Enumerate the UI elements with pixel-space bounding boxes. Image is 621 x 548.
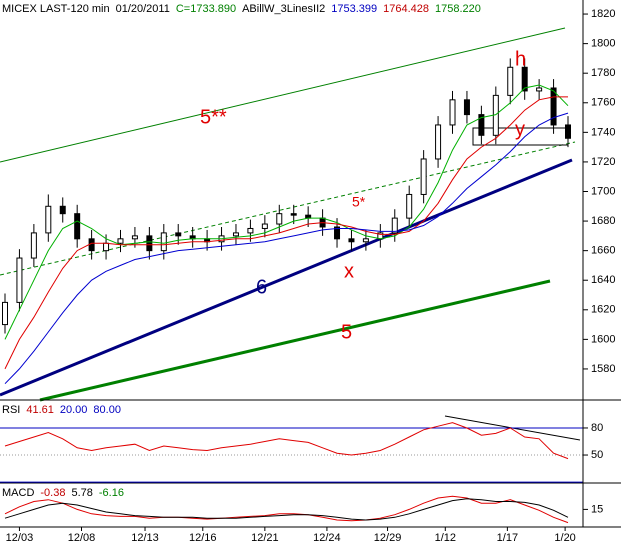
annotation: h	[515, 48, 526, 70]
x-tick-label: 12/29	[374, 532, 402, 544]
y-tick-label: 1640	[591, 274, 615, 286]
y-tick-label: 80	[591, 422, 603, 434]
candle-body	[449, 99, 456, 126]
series-line	[4, 112, 569, 385]
legend-value: -0.38	[40, 487, 65, 499]
candle-body	[565, 124, 571, 139]
candle-body	[175, 232, 182, 237]
y-tick-label: 1620	[591, 304, 615, 316]
x-tick-label: 1/20	[554, 532, 575, 544]
candle-body	[348, 238, 355, 243]
y-tick-label: 1760	[591, 97, 615, 109]
y-tick-label: 1580	[591, 363, 615, 375]
candle-body	[391, 217, 398, 234]
x-tick-label: 12/08	[68, 532, 96, 544]
header-text: MICEX LAST-120 min	[2, 3, 110, 15]
x-tick-label: 12/13	[131, 532, 159, 544]
candle-body	[16, 257, 23, 303]
candle-body	[521, 66, 528, 92]
annotation: 5**	[200, 106, 227, 128]
legend-value: 20.00	[60, 404, 88, 416]
x-tick-label: 1/12	[435, 532, 456, 544]
x-tick-label: 12/03	[6, 532, 34, 544]
trend-line	[0, 141, 576, 276]
candle-body	[261, 223, 268, 229]
candle-body	[146, 235, 153, 252]
candle-body	[59, 205, 66, 215]
candle-body	[507, 66, 514, 96]
candle-body	[247, 227, 254, 234]
header-text: 01/20/2011	[116, 3, 170, 15]
header-text: 1758.220	[435, 3, 481, 15]
candle-body	[536, 87, 543, 92]
legend-value: 5.78	[71, 487, 92, 499]
candle-body	[74, 213, 81, 240]
candle-body	[30, 232, 37, 259]
y-tick-label: 1680	[591, 215, 615, 227]
legend-value: -6.16	[99, 487, 124, 499]
series-line	[4, 84, 569, 340]
x-tick-label: 12/21	[251, 532, 279, 544]
candle-body	[117, 238, 124, 244]
annotation: y	[515, 118, 525, 140]
x-tick-label: 1/17	[497, 532, 518, 544]
candle-body	[45, 205, 52, 234]
series-line	[4, 96, 568, 370]
y-tick-label: 1660	[591, 245, 615, 257]
candle-body	[276, 213, 283, 225]
y-tick-label: 1720	[591, 156, 615, 168]
annotation: 5	[341, 321, 352, 343]
series-line	[4, 498, 569, 521]
candle-body	[232, 232, 239, 237]
x-tick-label: 12/16	[189, 532, 217, 544]
candle-body	[2, 301, 8, 326]
trend-line	[0, 27, 566, 163]
legend-value: 41.61	[26, 404, 54, 416]
y-tick-label: 1800	[591, 38, 615, 50]
candle-body	[103, 242, 110, 252]
y-tick-label: 1740	[591, 126, 615, 138]
candle-body	[131, 235, 138, 240]
header-text: C=1733.890	[176, 3, 236, 15]
x-tick-label: 12/24	[313, 532, 341, 544]
candle-body	[463, 99, 470, 116]
legend-label: RSI	[2, 404, 20, 416]
candle-body	[160, 232, 167, 252]
annotation: 5*	[352, 194, 366, 210]
series-line	[4, 422, 569, 460]
legend-value: 80.00	[93, 404, 121, 416]
y-tick-label: 1600	[591, 333, 615, 345]
candle-body	[334, 226, 341, 240]
annotation: 6	[256, 276, 267, 298]
header-text: 1753.399	[331, 3, 377, 15]
y-tick-label: 50	[591, 449, 603, 461]
y-tick-label: 1700	[591, 185, 615, 197]
annotation: x	[344, 260, 354, 282]
series-line	[4, 495, 569, 524]
candle-body	[290, 213, 297, 216]
candle-body	[406, 193, 413, 219]
trend-line	[39, 279, 551, 402]
candle-body	[478, 114, 485, 136]
legend-label: MACD	[2, 487, 34, 499]
header-text: ABillW_3LinesII2	[242, 3, 325, 15]
candle-body	[435, 124, 442, 160]
header-text: 1764.428	[383, 3, 429, 15]
candle-body	[420, 158, 427, 195]
y-tick-label: 1820	[591, 8, 615, 20]
y-tick-label: 1780	[591, 67, 615, 79]
y-tick-label: 15	[591, 503, 603, 515]
candle-body	[362, 238, 369, 243]
candle-body	[550, 87, 557, 126]
trend-line	[0, 158, 573, 397]
